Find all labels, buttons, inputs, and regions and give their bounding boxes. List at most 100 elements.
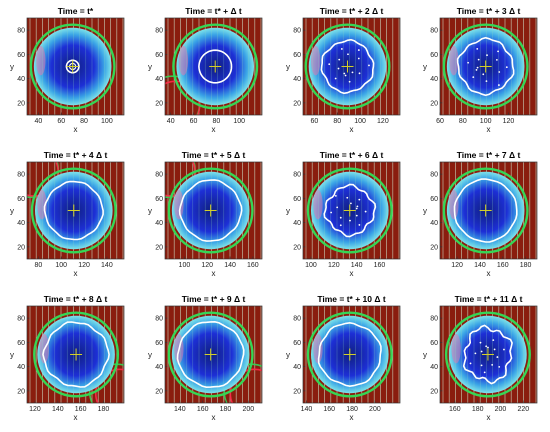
x-tick-label: 160 [75,406,87,413]
y-tick-label: 40 [293,76,301,83]
x-axis-label: x [350,413,354,422]
front-speckles [328,48,370,83]
front-contour [178,179,243,242]
x-tick-label: 140 [52,406,64,413]
x-tick-label: 160 [449,406,461,413]
center-marker [343,204,356,217]
halo-ring [33,311,120,398]
axes-frame [164,17,263,116]
axes-frame [302,17,401,116]
x-tick-label: 140 [174,406,186,413]
y-tick-label: 80 [293,316,301,323]
x-tick-label: 200 [242,406,254,413]
y-tick-label: 20 [430,388,438,395]
y-tick-label: 20 [17,388,25,395]
front-contour [198,49,233,84]
x-tick-label: 200 [495,406,507,413]
panel-3: Time = t* + 2 Δ t 60 80 100 120 20 40 60 80 x y [286,6,401,134]
halo-ring [167,167,254,254]
y-axis-label: y [148,351,152,360]
front-speckles [469,339,505,374]
x-axis-label: x [350,269,354,278]
y-axis-label: y [423,63,427,72]
y-tick-label: 80 [17,316,25,323]
y-tick-label: 20 [430,244,438,251]
x-tick-label: 60 [57,118,65,125]
x-tick-label: 100 [55,262,67,269]
y-tick-label: 60 [155,340,163,347]
x-tick-label: 80 [459,118,467,125]
y-tick-label: 60 [293,196,301,203]
x-tick-label: 220 [517,406,529,413]
axes-frame [439,17,538,116]
panel-11: Time = t* + 10 Δ t 140 160 180 200 20 40 60 80 x y [286,294,401,422]
x-tick-label: 200 [369,406,381,413]
y-tick-label: 40 [17,76,25,83]
panel-6: Time = t* + 5 Δ t 100 120 140 160 20 40 60 80 x y [148,150,263,278]
panel-7: Time = t* + 6 Δ t 100 120 140 160 20 40 60 80 x y [286,150,401,278]
panel-10: Time = t* + 9 Δ t 140 160 180 200 20 40 60 80 x y [148,294,263,422]
front-contour [317,321,382,388]
x-axis-label: x [74,269,78,278]
panel-title: Time = t* + 11 Δ t [455,294,523,304]
y-tick-label: 20 [17,100,25,107]
panel-title: Time = t* + 3 Δ t [457,6,521,16]
center-marker [204,348,217,361]
x-axis-label: x [74,125,78,134]
y-tick-label: 40 [17,220,25,227]
panel-9: Time = t* + 8 Δ t 120 140 160 180 20 40 60 80 x y [10,294,125,422]
halo-ring [442,167,529,254]
y-tick-label: 60 [17,196,25,203]
y-tick-label: 40 [430,220,438,227]
panel-4: Time = t* + 3 Δ t 60 80 100 120 20 40 60 80 x y [423,6,538,134]
center-marker [67,204,80,217]
x-axis-label: x [74,413,78,422]
y-tick-label: 60 [155,52,163,59]
x-tick-label: 80 [333,118,341,125]
y-axis-label: y [148,63,152,72]
x-tick-label: 140 [301,406,313,413]
x-tick-label: 180 [346,406,358,413]
front-contour [320,38,375,95]
y-tick-label: 80 [430,172,438,179]
y-tick-label: 60 [17,340,25,347]
front-contour [456,36,515,97]
center-marker [481,348,494,361]
x-axis-label: x [212,125,216,134]
panel-title: Time = t* [58,6,94,16]
x-tick-label: 120 [377,118,389,125]
x-tick-label: 120 [328,262,340,269]
halo-ring [30,167,117,254]
front-contour [42,321,110,388]
panel-12: Time = t* + 11 Δ t 160 180 200 220 20 40 60 80 x y [423,294,538,422]
y-axis-label: y [423,207,427,216]
y-tick-label: 40 [155,76,163,83]
y-axis-label: y [148,207,152,216]
front-contour [462,324,513,385]
y-tick-label: 40 [430,76,438,83]
panel-title: Time = t* + 6 Δ t [320,150,384,160]
y-tick-label: 80 [155,28,163,35]
x-tick-label: 160 [497,262,509,269]
y-tick-label: 80 [17,172,25,179]
halo-ring [306,311,393,398]
center-marker [70,348,83,361]
x-tick-label: 140 [474,262,486,269]
x-tick-label: 100 [305,262,317,269]
axes-frame [302,305,401,404]
y-axis-label: y [286,63,290,72]
front-contour [43,180,104,241]
panel-title: Time = t* + 5 Δ t [182,150,246,160]
halo-ring [442,23,529,110]
x-axis-label: x [350,125,354,134]
y-axis-label: y [286,207,290,216]
x-tick-label: 180 [472,406,484,413]
x-tick-label: 80 [212,118,220,125]
y-tick-label: 40 [293,220,301,227]
halo-ring [167,311,254,398]
panel-8: Time = t* + 7 Δ t 120 140 160 180 20 40 60 80 x y [423,150,538,278]
front-contour [453,178,518,243]
